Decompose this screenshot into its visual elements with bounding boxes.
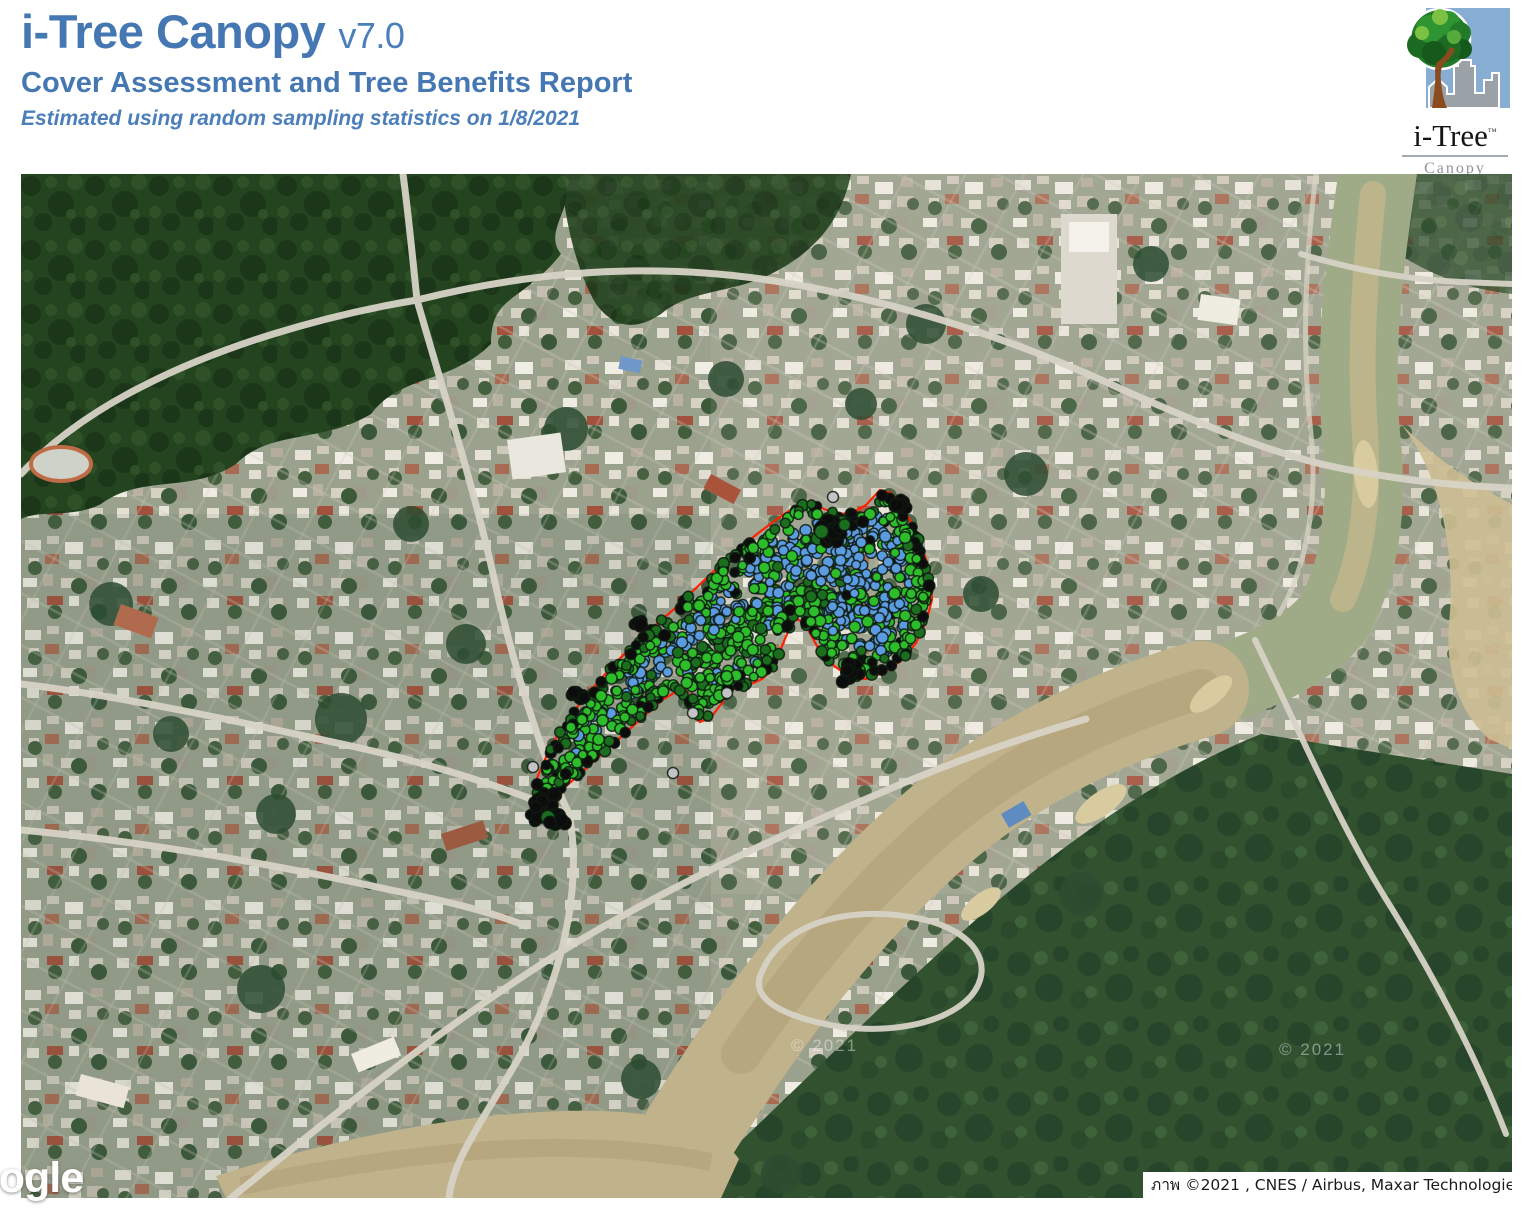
page-title: i-Tree Canopy v7.0	[21, 6, 632, 58]
survey-dots	[524, 489, 936, 831]
roads	[21, 174, 1512, 1198]
sandbank	[1401, 424, 1512, 749]
stadium-track	[29, 445, 93, 483]
google-watermark: Google	[0, 1154, 84, 1202]
logo-divider	[1402, 155, 1508, 157]
imagery-copyright-watermark: © 2021	[1279, 1040, 1347, 1059]
sandbars	[961, 440, 1379, 921]
forest-area	[21, 174, 567, 519]
survey-sample-layer	[524, 488, 936, 831]
logo-product: Canopy	[1424, 160, 1486, 177]
report-subtitle: Cover Assessment and Tree Benefits Repor…	[21, 66, 633, 99]
farmland-area	[681, 734, 1512, 1198]
app-version: v7.0	[338, 15, 405, 56]
report-header: i-Tree Canopy v7.0 Cover Assessment and T…	[21, 6, 632, 131]
report-date-note: Estimated using random sampling statisti…	[21, 107, 581, 131]
river	[608, 174, 1417, 1198]
logo-brand: i-Tree™	[1413, 118, 1497, 153]
itree-logo-graphic	[1407, 7, 1510, 109]
imagery-copyright-watermark: © 2021	[791, 1036, 859, 1055]
itree-logo: i-Tree™ Canopy	[1396, 5, 1514, 178]
buildings	[29, 214, 1241, 1109]
map-attribution: ภาพ ©2021 , CNES / Airbus, Maxar Technol…	[1143, 1172, 1512, 1198]
logo-city-skyline	[1428, 59, 1500, 109]
trademark-symbol: ™	[1487, 126, 1497, 137]
satellite-map: ภาพ ©2021 , CNES / Airbus, Maxar Technol…	[21, 174, 1512, 1198]
app-title-text: i-Tree Canopy	[21, 5, 326, 58]
logo-tree-trunk	[1432, 59, 1447, 108]
satellite-imagery	[21, 174, 1512, 1198]
